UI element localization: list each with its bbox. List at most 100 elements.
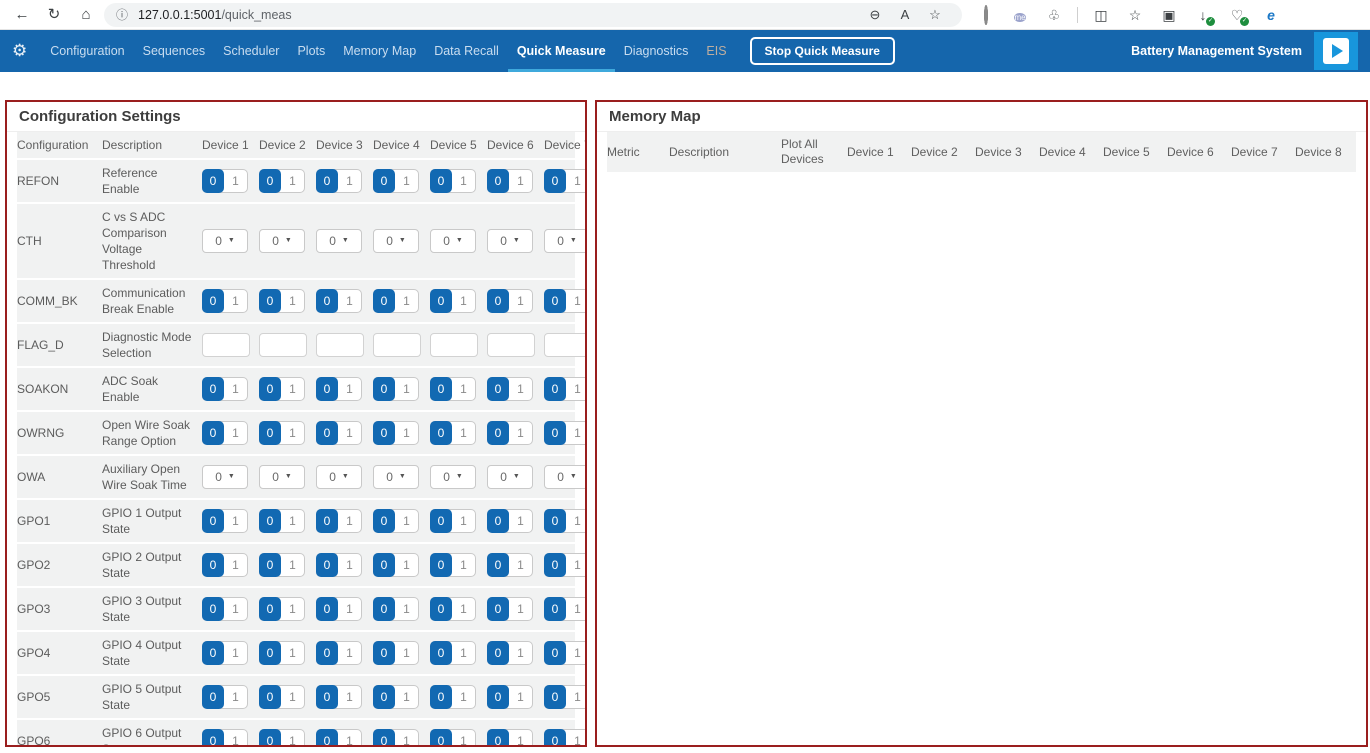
toggle-option-1[interactable]: 1 xyxy=(460,382,467,396)
toggle-option-1[interactable]: 1 xyxy=(232,690,239,704)
select-owa-device-6[interactable]: 0 ▼ xyxy=(487,465,533,489)
toggle-option-0[interactable]: 0 xyxy=(487,377,509,401)
toggle-option-0[interactable]: 0 xyxy=(259,377,281,401)
input-flag-d-device-5[interactable] xyxy=(430,333,478,357)
toggle-option-0[interactable]: 0 xyxy=(487,685,509,709)
select-cth-device-1[interactable]: 0 ▼ xyxy=(202,229,248,253)
toggle-option-0[interactable]: 0 xyxy=(544,597,566,621)
input-flag-d-device-7[interactable] xyxy=(544,333,585,357)
toggle-option-1[interactable]: 1 xyxy=(460,734,467,747)
toggle-option-0[interactable]: 0 xyxy=(202,289,224,313)
toggle-option-1[interactable]: 1 xyxy=(517,690,524,704)
toggle-option-0[interactable]: 0 xyxy=(316,685,338,709)
toggle-option-1[interactable]: 1 xyxy=(346,174,353,188)
select-owa-device-2[interactable]: 0 ▼ xyxy=(259,465,305,489)
toggle-option-1[interactable]: 1 xyxy=(289,690,296,704)
gear-icon[interactable]: ⚙ xyxy=(12,41,28,60)
toggle-option-1[interactable]: 1 xyxy=(289,382,296,396)
toggle-option-1[interactable]: 1 xyxy=(517,174,524,188)
select-cth-device-2[interactable]: 0 ▼ xyxy=(259,229,305,253)
toggle-option-1[interactable]: 1 xyxy=(403,690,410,704)
toggle-option-0[interactable]: 0 xyxy=(316,421,338,445)
split-screen-icon[interactable]: ◫ xyxy=(1094,6,1108,23)
toggle-option-0[interactable]: 0 xyxy=(487,421,509,445)
toggle-option-0[interactable]: 0 xyxy=(487,553,509,577)
toggle-option-0[interactable]: 0 xyxy=(316,641,338,665)
toggle-option-1[interactable]: 1 xyxy=(232,514,239,528)
input-flag-d-device-4[interactable] xyxy=(373,333,421,357)
toggle-option-1[interactable]: 1 xyxy=(403,734,410,747)
toggle-option-1[interactable]: 1 xyxy=(289,426,296,440)
nav-item-quick-measure[interactable]: Quick Measure xyxy=(507,30,615,72)
toggle-option-1[interactable]: 1 xyxy=(346,690,353,704)
toggle-option-0[interactable]: 0 xyxy=(259,597,281,621)
page-info-icon[interactable]: ⓘ xyxy=(116,8,129,22)
toggle-option-1[interactable]: 1 xyxy=(346,602,353,616)
toggle-option-0[interactable]: 0 xyxy=(316,169,338,193)
toggle-option-0[interactable]: 0 xyxy=(487,509,509,533)
toggle-option-0[interactable]: 0 xyxy=(259,641,281,665)
toggle-option-0[interactable]: 0 xyxy=(202,509,224,533)
toggle-option-1[interactable]: 1 xyxy=(574,426,581,440)
extensions-icon[interactable]: ♧ xyxy=(1047,6,1061,23)
toggle-option-1[interactable]: 1 xyxy=(232,426,239,440)
toggle-option-1[interactable]: 1 xyxy=(289,734,296,747)
toggle-option-0[interactable]: 0 xyxy=(373,289,395,313)
toggle-option-0[interactable]: 0 xyxy=(430,421,452,445)
nav-item-plots[interactable]: Plots xyxy=(297,44,326,58)
toggle-option-1[interactable]: 1 xyxy=(346,514,353,528)
toggle-option-0[interactable]: 0 xyxy=(544,729,566,745)
url-text[interactable]: 127.0.0.1:5001/quick_meas xyxy=(138,8,292,22)
toggle-option-0[interactable]: 0 xyxy=(259,421,281,445)
toggle-option-1[interactable]: 1 xyxy=(460,558,467,572)
favorite-star-icon[interactable]: ☆ xyxy=(929,6,941,22)
toggle-option-1[interactable]: 1 xyxy=(403,514,410,528)
toggle-option-1[interactable]: 1 xyxy=(232,646,239,660)
extension-app-icon[interactable] xyxy=(970,2,1002,28)
toggle-option-1[interactable]: 1 xyxy=(232,174,239,188)
input-flag-d-device-2[interactable] xyxy=(259,333,307,357)
toggle-option-1[interactable]: 1 xyxy=(289,514,296,528)
toggle-option-0[interactable]: 0 xyxy=(259,509,281,533)
input-flag-d-device-6[interactable] xyxy=(487,333,535,357)
profile-avatar[interactable]: me xyxy=(1014,12,1026,22)
toggle-option-0[interactable]: 0 xyxy=(544,509,566,533)
toggle-option-1[interactable]: 1 xyxy=(403,174,410,188)
toggle-option-1[interactable]: 1 xyxy=(289,294,296,308)
toggle-option-1[interactable]: 1 xyxy=(517,558,524,572)
toggle-option-0[interactable]: 0 xyxy=(259,729,281,745)
toggle-option-1[interactable]: 1 xyxy=(460,514,467,528)
select-cth-device-3[interactable]: 0 ▼ xyxy=(316,229,362,253)
